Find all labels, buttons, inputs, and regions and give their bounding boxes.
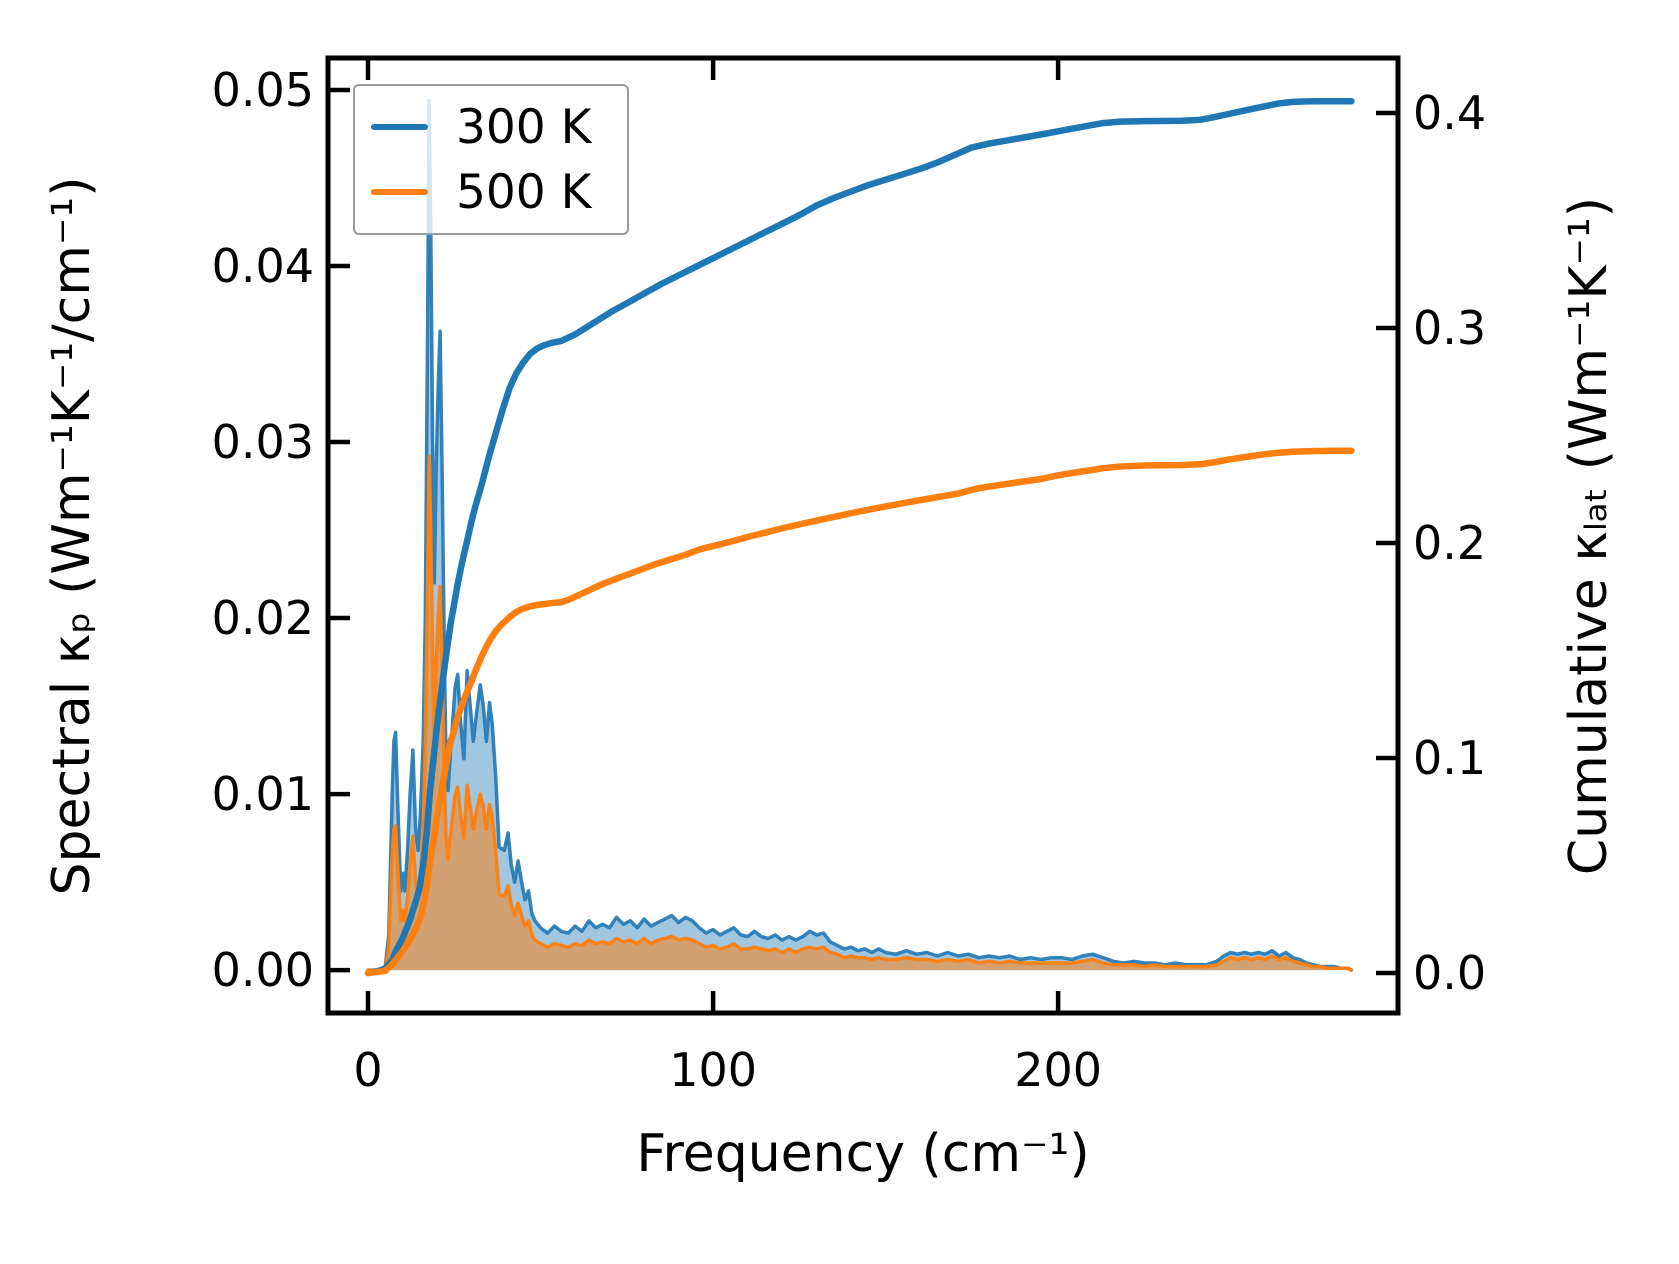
y-tick-label-right: 0.3 [1413, 301, 1486, 355]
y-tick-label-left: 0.00 [212, 943, 314, 997]
legend-item-300k: 300 K [371, 101, 627, 153]
y-tick-label-left: 0.01 [212, 767, 314, 821]
y-tick-label-left: 0.05 [212, 63, 314, 117]
line-cumulative-300K [364, 97, 1355, 977]
x-tick-label: 200 [1014, 1043, 1102, 1097]
line-spectral-500K [366, 454, 1354, 972]
area-spectral-500K [368, 456, 1352, 971]
y-axis-label-left: Spectral κₚ (Wm⁻¹K⁻¹/cm⁻¹) [42, 176, 102, 896]
y-tick-label-left: 0.04 [212, 239, 314, 293]
y-tick-label-right: 0.2 [1413, 516, 1486, 570]
legend-line-500k-icon [371, 189, 428, 195]
legend: 300 K 500 K [353, 84, 629, 235]
y-tick-label-left: 0.02 [212, 591, 314, 645]
line-spectral-300K [366, 98, 1354, 972]
line-cumulative-500K [364, 447, 1355, 977]
y-tick-label-right: 0.1 [1413, 731, 1486, 785]
legend-line-300k-icon [371, 124, 428, 130]
y-axis-label-right: Cumulative κₗₐₜ (Wm⁻¹K⁻¹) [1559, 196, 1619, 876]
x-axis-label: Frequency (cm⁻¹) [636, 1124, 1090, 1184]
x-tick-label: 100 [669, 1043, 757, 1097]
plot-border [325, 55, 1401, 1016]
y-tick-label-right: 0.0 [1413, 946, 1486, 1000]
legend-label-300k: 300 K [456, 99, 592, 155]
legend-label-500k: 500 K [456, 164, 592, 220]
legend-item-500k: 500 K [371, 166, 627, 218]
y-tick-label-left: 0.03 [212, 415, 314, 469]
y-tick-label-right: 0.4 [1413, 86, 1486, 140]
x-tick-label: 0 [353, 1043, 382, 1097]
